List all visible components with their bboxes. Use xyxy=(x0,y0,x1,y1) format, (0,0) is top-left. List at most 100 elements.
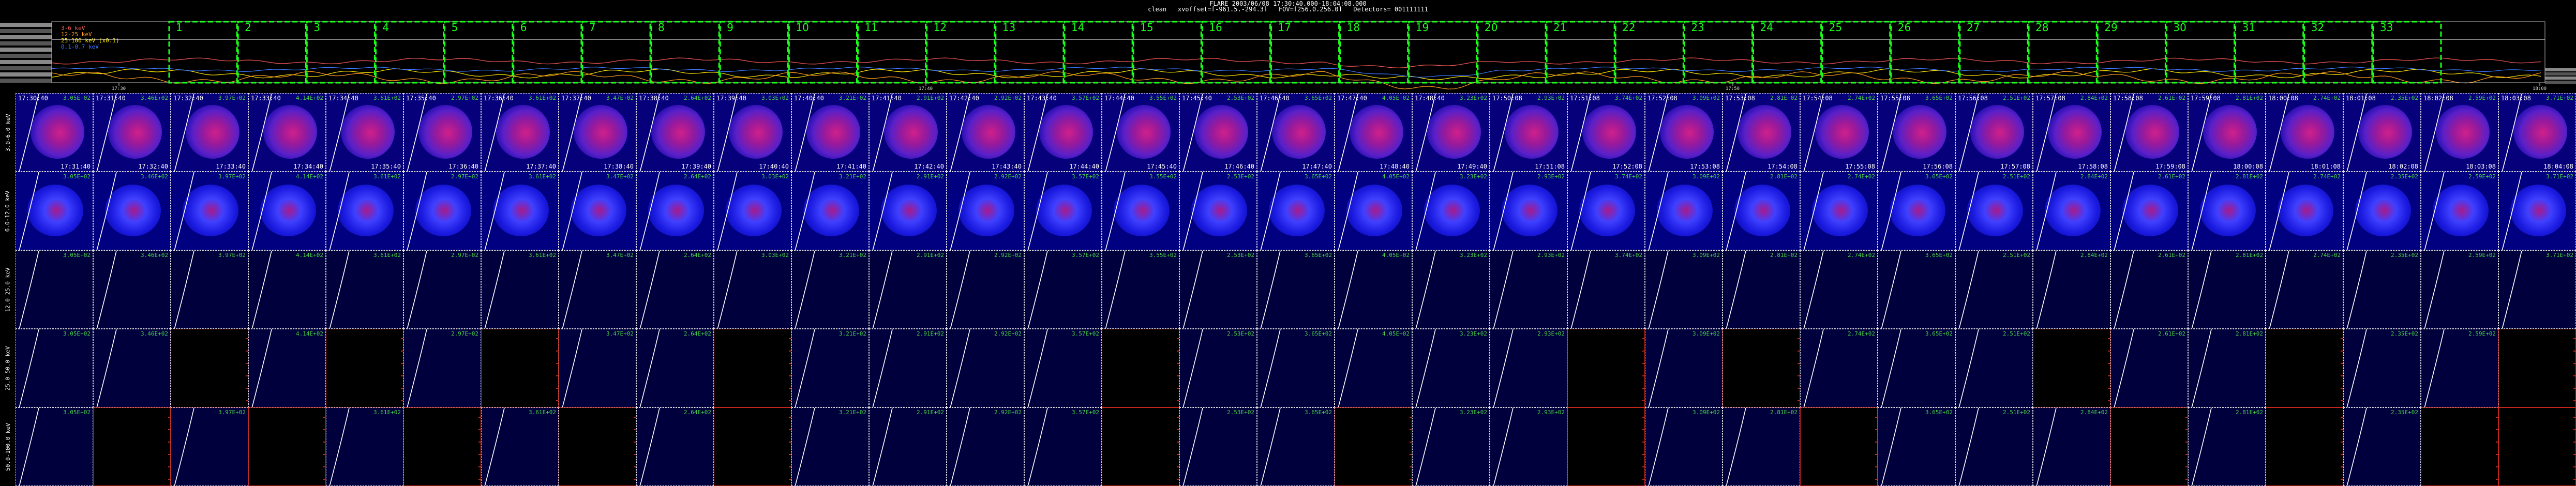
image-cell[interactable]: 17:56:08 17:57:08 2.51E+02 xyxy=(1955,93,2033,172)
image-cell[interactable] xyxy=(2498,407,2576,486)
image-cell[interactable]: 3.57E+02 xyxy=(1024,407,1102,486)
interval-box[interactable] xyxy=(1546,21,1615,84)
image-cell[interactable]: 17:48:40 17:49:40 3.23E+02 xyxy=(1412,93,1490,172)
image-cell[interactable] xyxy=(714,329,791,407)
interval-box[interactable] xyxy=(513,21,582,84)
image-cell[interactable]: 3.57E+02 xyxy=(1024,172,1102,250)
image-cell[interactable]: 3.21E+02 xyxy=(791,250,869,329)
image-cell[interactable]: 3.65E+02 xyxy=(1878,250,1955,329)
image-cell[interactable] xyxy=(2266,407,2343,486)
interval-box[interactable] xyxy=(788,21,858,84)
image-cell[interactable]: 17:53:08 17:54:08 2.81E+02 xyxy=(1723,93,1800,172)
image-cell[interactable]: 3.05E+02 xyxy=(16,329,93,407)
image-cell[interactable] xyxy=(2033,329,2110,407)
image-cell[interactable]: 17:45:40 17:46:40 2.53E+02 xyxy=(1179,93,1257,172)
image-cell[interactable]: 2.81E+02 xyxy=(2188,329,2266,407)
image-cell[interactable] xyxy=(2421,407,2498,486)
image-cell[interactable]: 2.92E+02 xyxy=(947,407,1024,486)
image-cell[interactable]: 2.81E+02 xyxy=(1723,172,1800,250)
image-cell[interactable]: 3.47E+02 xyxy=(559,172,636,250)
image-cell[interactable] xyxy=(403,407,481,486)
image-cell[interactable]: 2.81E+02 xyxy=(2188,250,2266,329)
image-cell[interactable]: 2.59E+02 xyxy=(2421,172,2498,250)
interval-box[interactable] xyxy=(2235,21,2304,84)
image-cell[interactable]: 3.65E+02 xyxy=(1878,329,1955,407)
image-cell[interactable]: 2.97E+02 xyxy=(403,250,481,329)
image-cell[interactable]: 3.61E+02 xyxy=(481,407,559,486)
image-cell[interactable]: 3.21E+02 xyxy=(791,407,869,486)
image-cell[interactable]: 2.74E+02 xyxy=(1800,250,1878,329)
interval-box[interactable] xyxy=(1752,21,1822,84)
image-cell[interactable]: 2.74E+02 xyxy=(2266,172,2343,250)
image-cell[interactable]: 2.81E+02 xyxy=(1723,407,1800,486)
interval-box[interactable] xyxy=(857,21,927,84)
image-cell[interactable]: 2.92E+02 xyxy=(947,250,1024,329)
image-cell[interactable]: 2.64E+02 xyxy=(636,329,714,407)
image-cell[interactable]: 2.35E+02 xyxy=(2343,329,2421,407)
image-cell[interactable] xyxy=(1567,407,1645,486)
interval-box[interactable] xyxy=(1959,21,2029,84)
image-cell[interactable]: 3.03E+02 xyxy=(714,250,791,329)
image-cell[interactable]: 2.61E+02 xyxy=(2110,250,2188,329)
image-cell[interactable]: 17:31:40 17:32:40 3.46E+02 xyxy=(93,93,171,172)
image-cell[interactable]: 3.21E+02 xyxy=(791,329,869,407)
image-cell[interactable]: 17:33:40 17:34:40 4.14E+02 xyxy=(248,93,326,172)
interval-box[interactable] xyxy=(306,21,376,84)
image-cell[interactable]: 3.09E+02 xyxy=(1645,250,1723,329)
image-cell[interactable]: 17:57:08 17:58:08 2.84E+02 xyxy=(2033,93,2110,172)
interval-box[interactable] xyxy=(2165,21,2236,84)
image-cell[interactable]: 3.09E+02 xyxy=(1645,329,1723,407)
image-cell[interactable]: 2.35E+02 xyxy=(2343,250,2421,329)
interval-box[interactable] xyxy=(1614,21,1684,84)
image-cell[interactable]: 3.57E+02 xyxy=(1024,250,1102,329)
image-cell[interactable]: 4.14E+02 xyxy=(248,250,326,329)
image-cell[interactable]: 3.71E+02 xyxy=(2498,250,2576,329)
interval-box[interactable] xyxy=(719,21,789,84)
image-cell[interactable]: 17:37:40 17:38:40 3.47E+02 xyxy=(559,93,636,172)
image-cell[interactable]: 2.53E+02 xyxy=(1179,250,1257,329)
image-cell[interactable] xyxy=(93,407,171,486)
image-cell[interactable]: 17:54:08 17:55:08 2.74E+02 xyxy=(1800,93,1878,172)
image-cell[interactable]: 17:32:40 17:33:40 3.97E+02 xyxy=(171,93,248,172)
image-cell[interactable]: 3.09E+02 xyxy=(1645,172,1723,250)
image-cell[interactable]: 3.97E+02 xyxy=(171,172,248,250)
image-cell[interactable]: 2.53E+02 xyxy=(1179,329,1257,407)
image-cell[interactable]: 3.74E+02 xyxy=(1567,250,1645,329)
image-cell[interactable]: 3.61E+02 xyxy=(326,250,403,329)
image-cell[interactable]: 17:30:40 17:31:40 3.05E+02 xyxy=(16,93,93,172)
image-cell[interactable]: 3.65E+02 xyxy=(1257,407,1335,486)
image-cell[interactable]: 17:42:40 17:43:40 2.92E+02 xyxy=(947,93,1024,172)
image-cell[interactable]: 17:35:40 17:36:40 2.97E+02 xyxy=(403,93,481,172)
interval-box[interactable] xyxy=(1270,21,1340,84)
image-cell[interactable] xyxy=(171,329,248,407)
interval-box[interactable] xyxy=(2303,21,2373,84)
image-cell[interactable]: 17:34:40 17:35:40 3.61E+02 xyxy=(326,93,403,172)
image-cell[interactable]: 3.61E+02 xyxy=(326,172,403,250)
image-cell[interactable]: 3.97E+02 xyxy=(171,250,248,329)
image-cell[interactable]: 2.81E+02 xyxy=(1723,250,1800,329)
image-cell[interactable]: 17:51:08 17:52:08 3.74E+02 xyxy=(1567,93,1645,172)
image-cell[interactable]: 3.46E+02 xyxy=(93,250,171,329)
interval-box[interactable] xyxy=(581,21,651,84)
interval-box[interactable] xyxy=(1132,21,1202,84)
image-cell[interactable]: 2.64E+02 xyxy=(636,172,714,250)
image-cell[interactable] xyxy=(1102,329,1179,407)
image-cell[interactable]: 2.59E+02 xyxy=(2421,329,2498,407)
image-cell[interactable]: 17:43:40 17:44:40 3.57E+02 xyxy=(1024,93,1102,172)
image-cell[interactable]: 18:01:08 18:02:08 2.35E+02 xyxy=(2343,93,2421,172)
image-cell[interactable]: 3.74E+02 xyxy=(1567,172,1645,250)
image-cell[interactable]: 2.74E+02 xyxy=(2266,250,2343,329)
image-cell[interactable]: 2.84E+02 xyxy=(2033,172,2110,250)
image-cell[interactable]: 3.61E+02 xyxy=(481,250,559,329)
image-cell[interactable]: 2.51E+02 xyxy=(1955,172,2033,250)
image-cell[interactable]: 18:02:08 18:03:08 2.59E+02 xyxy=(2421,93,2498,172)
interval-box[interactable] xyxy=(2096,21,2166,84)
image-cell[interactable]: 2.97E+02 xyxy=(403,172,481,250)
image-cell[interactable]: 4.14E+02 xyxy=(248,329,326,407)
image-cell[interactable]: 3.65E+02 xyxy=(1257,172,1335,250)
interval-box[interactable] xyxy=(650,21,720,84)
image-cell[interactable]: 2.81E+02 xyxy=(2188,172,2266,250)
interval-box[interactable] xyxy=(375,21,445,84)
image-cell[interactable]: 3.65E+02 xyxy=(1257,329,1335,407)
image-cell[interactable]: 4.05E+02 xyxy=(1335,329,1412,407)
